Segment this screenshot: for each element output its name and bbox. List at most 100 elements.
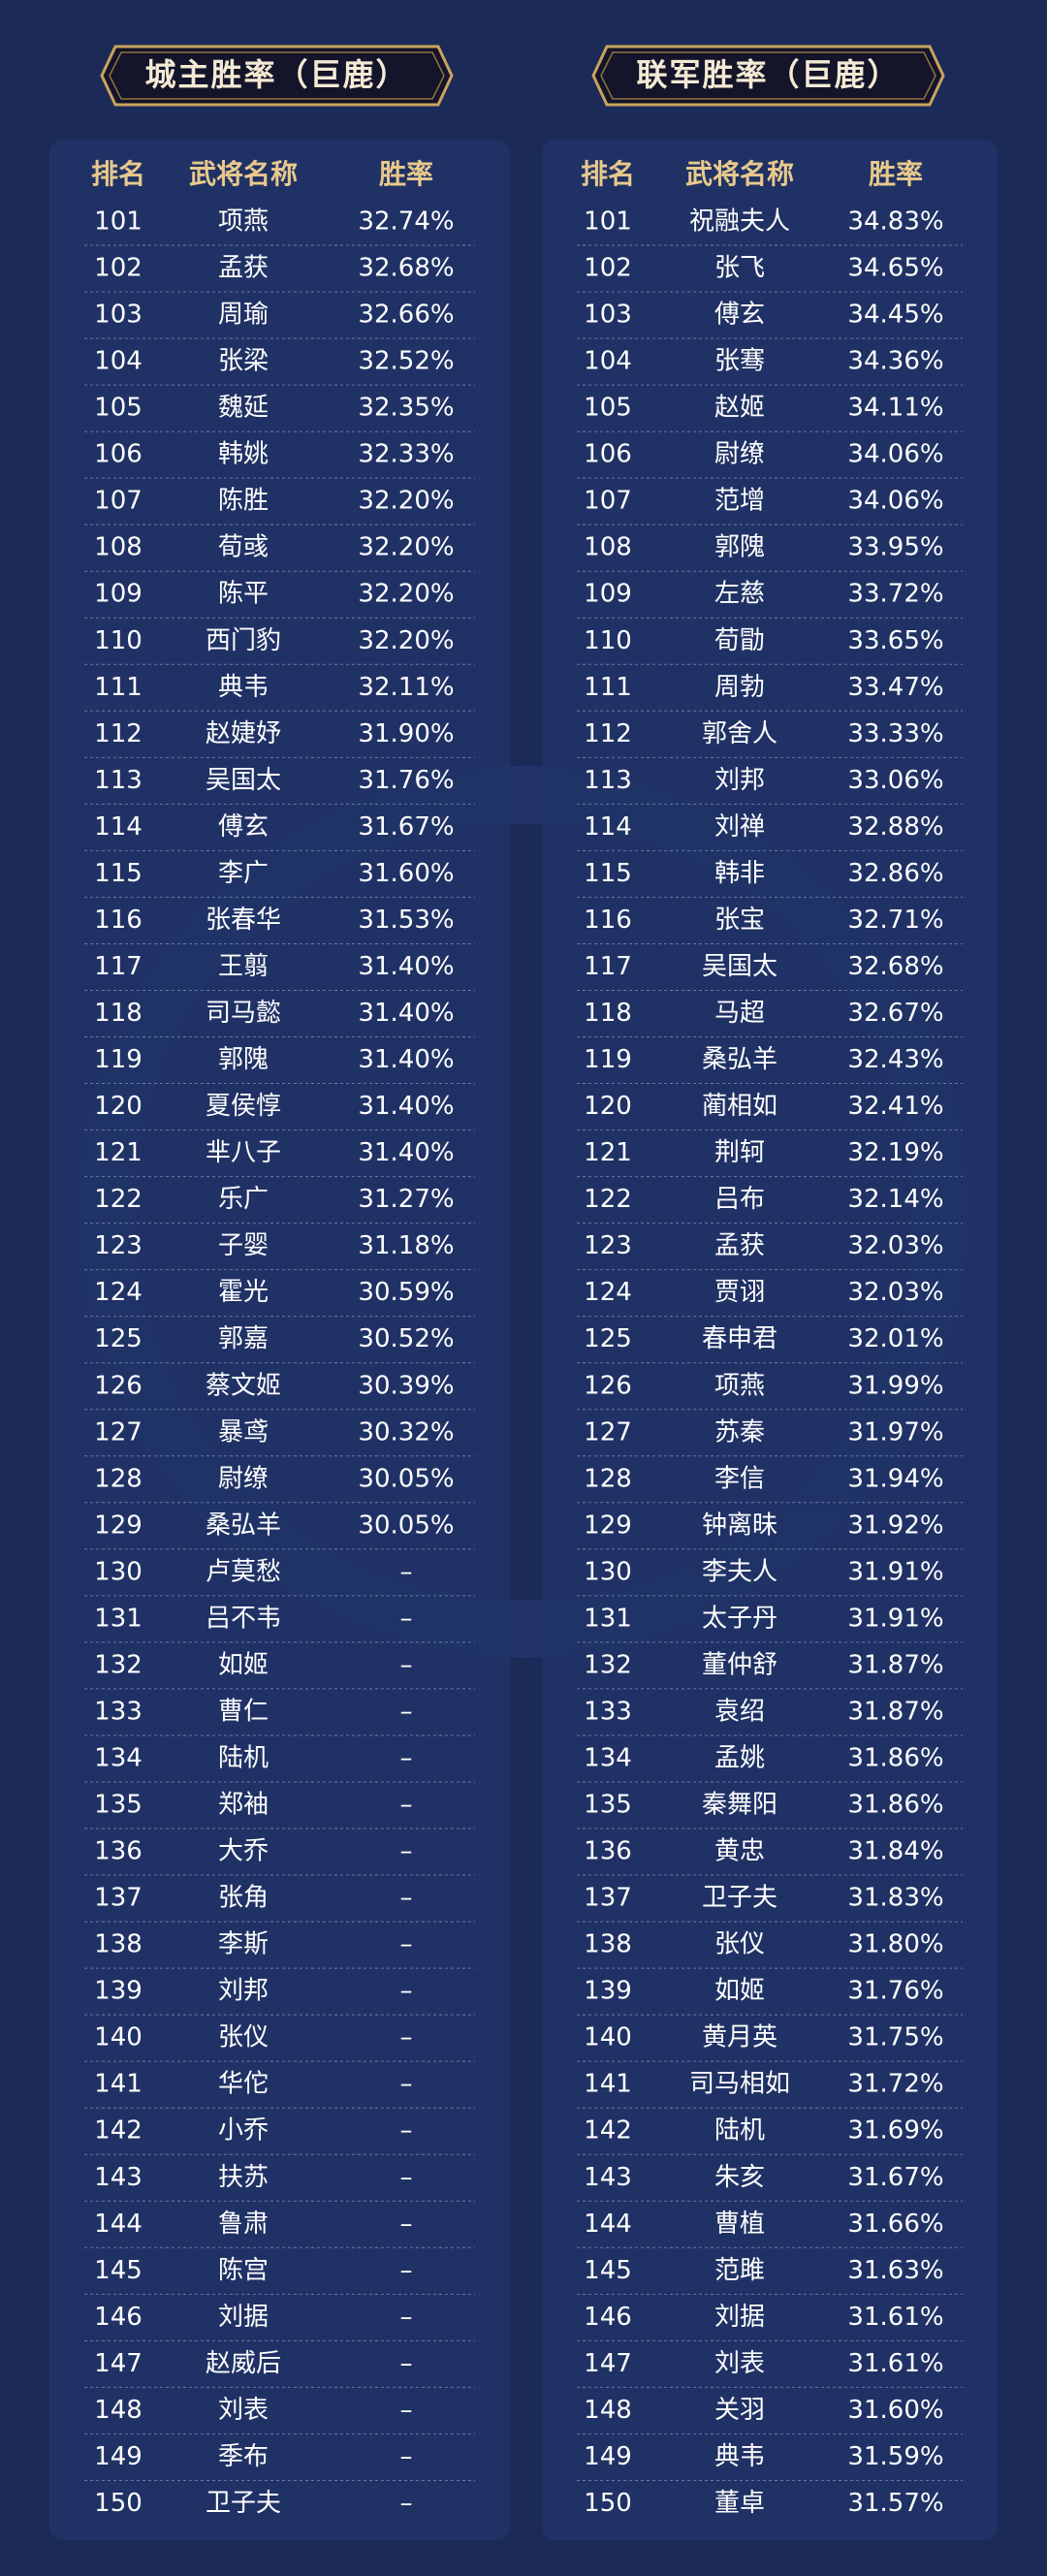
cell: – [400,1743,413,1772]
cell: 121 [94,1138,143,1167]
cell: 102 [94,254,143,283]
cell: – [400,2303,413,2332]
cell: 30.59% [358,1278,454,1307]
cell: 32.68% [358,254,454,283]
cell: 142 [94,2116,143,2146]
cell: 34.06% [847,440,943,469]
cell: 西门豹 [206,626,281,655]
cell: – [400,2163,413,2192]
cell: 138 [94,1930,143,1959]
cell: 子婴 [218,1231,269,1260]
cell: 136 [94,1837,143,1866]
cell: 144 [94,2210,143,2239]
cell: 146 [584,2303,632,2332]
cell: 127 [584,1417,632,1447]
cell: 31.61% [847,2349,943,2378]
cell: 刘禅 [714,812,765,842]
cell: 荆轲 [714,1138,765,1167]
cell: 132 [94,1650,143,1679]
cell: 131 [94,1604,143,1633]
cell: 32.66% [358,301,454,330]
cell: – [400,2442,413,2471]
cell: 桑弘羊 [206,1511,281,1540]
cell: 项燕 [218,207,269,237]
cell: 32.74% [358,207,454,237]
cell: 31.57% [847,2489,943,2518]
cell: – [400,1930,413,1959]
cell: 吴国太 [702,952,777,981]
cell: 33.72% [847,580,943,609]
cell: 145 [94,2256,143,2285]
cell: – [400,2489,413,2518]
cell: 108 [94,533,143,562]
cell: 32.71% [847,906,943,935]
cell: 赵婕妤 [206,719,281,748]
cell: 116 [584,906,632,935]
cell: 32.14% [847,1185,943,1214]
cell: 31.40% [358,1045,454,1074]
cell: 孟姚 [714,1743,765,1772]
cell: 陆机 [218,1743,269,1772]
cell: 117 [584,952,632,981]
cell: 143 [584,2163,632,2192]
cell: 华佗 [218,2070,269,2099]
cell: 31.67% [358,812,454,842]
cell: 31.87% [847,1650,943,1679]
cell: 31.86% [847,1791,943,1820]
cell: 31.27% [358,1185,454,1214]
cell: 魏延 [218,394,269,423]
cell: 傅玄 [714,301,765,330]
cell: 32.20% [358,533,454,562]
cell: 107 [584,487,632,516]
cell: 110 [94,626,143,655]
cell: 113 [94,766,143,795]
cell: 31.76% [847,1977,943,2006]
cell: 祝融夫人 [689,207,790,237]
cell: 郭隗 [218,1045,269,1074]
column-header: 胜率 [869,158,923,190]
cell: 34.45% [847,301,943,330]
cell: – [400,1604,413,1633]
cell: 刘据 [714,2303,765,2332]
cell: 131 [584,1604,632,1633]
cell: 尉缭 [714,440,765,469]
cell: 125 [584,1324,632,1353]
cell: 128 [584,1464,632,1493]
cell: 张梁 [218,347,269,376]
cell: 135 [584,1791,632,1820]
cell: – [400,1977,413,2006]
cell: 31.75% [847,2023,943,2052]
cell: 苏秦 [714,1417,765,1447]
cell: 121 [584,1138,632,1167]
cell: 荀彧 [218,533,269,562]
cell: 吕不韦 [206,1604,281,1633]
cell: 122 [94,1185,143,1214]
cell: 孟获 [218,254,269,283]
cell: 范雎 [714,2256,765,2285]
cell: 蔺相如 [702,1092,777,1121]
cell: 140 [94,2023,143,2052]
cell: 32.86% [847,859,943,888]
cell: 103 [94,301,143,330]
cell: 148 [584,2396,632,2425]
column-header: 排名 [91,158,145,190]
cell: 傅玄 [218,812,269,842]
cell: 32.68% [847,952,943,981]
cell: 31.76% [358,766,454,795]
cell: 曹仁 [218,1697,269,1726]
cell: 104 [94,347,143,376]
cell: – [400,1697,413,1726]
cell: 桑弘羊 [702,1045,777,1074]
cell: 126 [94,1371,143,1400]
cell: 115 [94,859,143,888]
cell: 陈平 [218,580,269,609]
cell: – [400,1650,413,1679]
cell: 31.69% [847,2116,943,2146]
cell: 112 [94,719,143,748]
panel-left [49,140,510,2540]
cell: 107 [94,487,143,516]
cell: 142 [584,2116,632,2146]
cell: – [400,1791,413,1820]
column-header: 武将名称 [189,158,298,190]
cell: 33.06% [847,766,943,795]
